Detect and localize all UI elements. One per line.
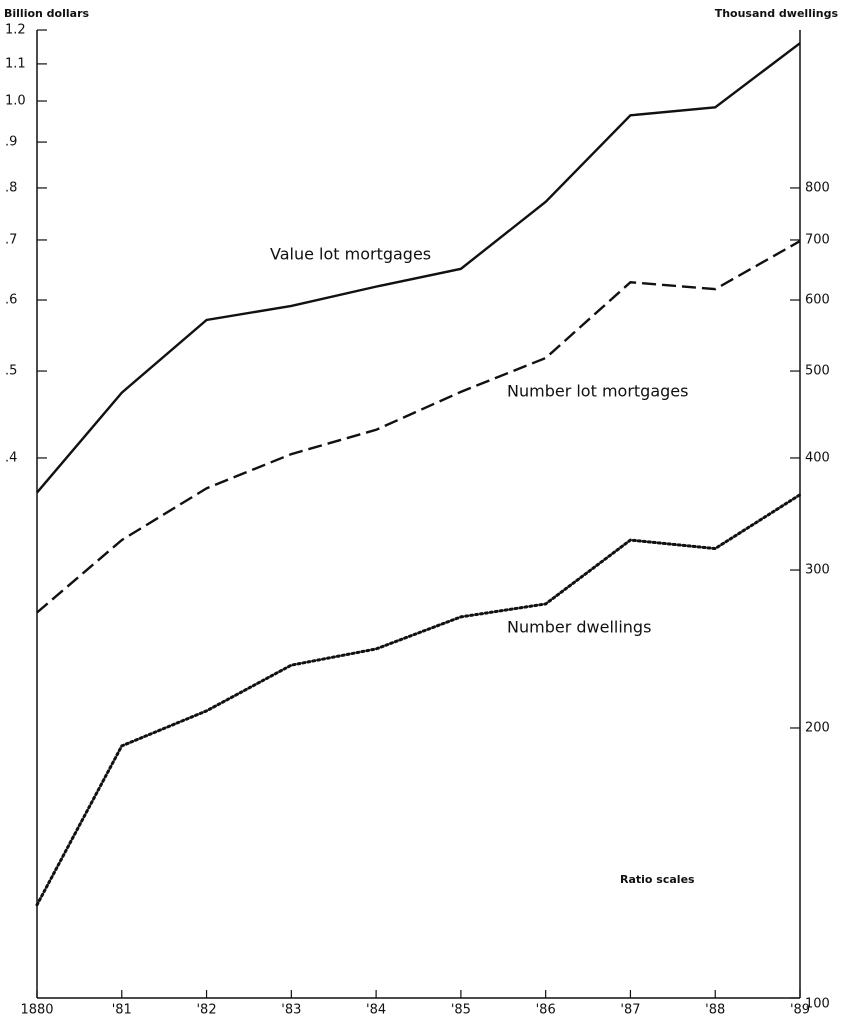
y2-tick-label: 200 bbox=[805, 720, 830, 735]
y-tick-label: .7 bbox=[5, 232, 17, 247]
x-tick-label: '84 bbox=[366, 1003, 386, 1018]
y2-axis-label: Thousand dwellings bbox=[715, 7, 839, 20]
x-tick-label: '89 bbox=[790, 1003, 810, 1018]
series-label: Value lot mortgages bbox=[270, 245, 431, 264]
series-line bbox=[36, 42, 801, 494]
y-tick-label: 1.0 bbox=[5, 94, 26, 109]
annotation: Ratio scales bbox=[620, 873, 695, 886]
y2-tick-label: 100 bbox=[805, 997, 830, 1012]
x-tick-label: '82 bbox=[196, 1003, 216, 1018]
series-line bbox=[36, 240, 801, 614]
y-tick-label: .6 bbox=[5, 293, 17, 308]
x-tick-label: '86 bbox=[536, 1003, 556, 1018]
y2-tick-label: 400 bbox=[805, 450, 830, 465]
y-axis-label: Billion dollars bbox=[4, 7, 90, 20]
x-tick-label: '87 bbox=[620, 1003, 640, 1018]
series-line bbox=[35, 493, 802, 907]
y-tick-label: .8 bbox=[5, 180, 17, 195]
y2-tick-label: 700 bbox=[805, 232, 830, 247]
y-tick-label: .9 bbox=[5, 135, 17, 150]
series-label: Number lot mortgages bbox=[507, 382, 688, 401]
y2-tick-label: 800 bbox=[805, 180, 830, 195]
series-label: Number dwellings bbox=[507, 618, 651, 637]
y2-tick-label: 300 bbox=[805, 563, 830, 578]
y2-tick-label: 600 bbox=[805, 293, 830, 308]
x-tick-label: '88 bbox=[705, 1003, 725, 1018]
y2-tick-label: 500 bbox=[805, 364, 830, 379]
x-tick-label: '81 bbox=[112, 1003, 132, 1018]
x-tick-label: '85 bbox=[451, 1003, 471, 1018]
x-tick-label: 1880 bbox=[20, 1003, 53, 1018]
y-tick-label: 1.2 bbox=[5, 23, 26, 38]
y-tick-label: .5 bbox=[5, 364, 17, 379]
x-tick-label: '83 bbox=[281, 1003, 301, 1018]
y-tick-label: 1.1 bbox=[5, 56, 26, 71]
y-tick-label: .4 bbox=[5, 450, 17, 465]
